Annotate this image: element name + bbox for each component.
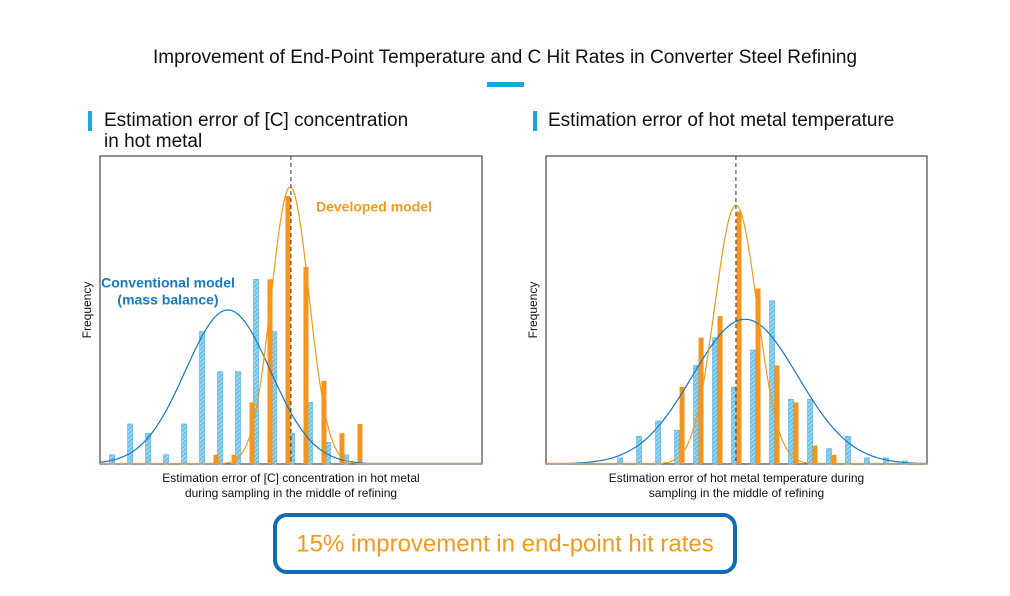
conventional-bar (253, 278, 259, 465)
series-label: Conventional model (101, 275, 235, 291)
conventional-bar (163, 454, 169, 465)
conventional-bar (235, 371, 241, 465)
developed-bar (249, 402, 255, 464)
conventional-bar (750, 349, 756, 465)
developed-bar (812, 445, 818, 464)
developed-bar (774, 365, 780, 464)
callout-box (273, 513, 737, 574)
title: Improvement of End-Point Temperature and… (153, 47, 857, 68)
x-axis-label: during sampling in the middle of refinin… (185, 486, 397, 500)
subtitle: Estimation error of [C] concentration (104, 110, 408, 131)
developed-bar (303, 266, 309, 464)
fit-curve (546, 204, 927, 465)
developed-bar (698, 337, 704, 464)
conventional-bar (127, 423, 133, 465)
developed-bar (793, 402, 799, 464)
y-axis-label: Frequency (80, 282, 94, 339)
subtitle: in hot metal (104, 131, 202, 152)
x-axis-label: sampling in the middle of refining (649, 486, 824, 500)
developed-bar (679, 387, 685, 464)
conventional-bar (181, 423, 187, 465)
subtitle-marker (533, 111, 537, 131)
subtitle-marker (88, 111, 92, 131)
series-label: Developed model (316, 199, 432, 215)
developed-bar (755, 288, 761, 464)
conventional-bar (826, 448, 832, 465)
conventional-bar (217, 371, 223, 465)
developed-bar (357, 423, 363, 464)
callout: 15% improvement in end-point hit rates (296, 530, 714, 557)
x-axis-label: Estimation error of hot metal temperatur… (609, 471, 864, 485)
developed-bar (321, 380, 327, 464)
subtitle: Estimation error of hot metal temperatur… (548, 110, 894, 131)
series-label: (mass balance) (117, 292, 218, 308)
conventional-bar (712, 337, 718, 465)
conventional-bar (199, 331, 205, 465)
conventional-bar (807, 399, 813, 465)
title-underline (487, 82, 524, 87)
conventional-bar (769, 300, 775, 465)
x-axis-label: Estimation error of [C] concentration in… (162, 471, 419, 485)
fit-curve (546, 318, 927, 465)
developed-bar (736, 211, 742, 464)
developed-bar (231, 454, 237, 464)
y-axis-label: Frequency (526, 282, 540, 339)
developed-bar (285, 196, 291, 465)
conventional-bar (693, 365, 699, 465)
developed-bar (717, 316, 723, 464)
developed-bar (213, 454, 219, 464)
conventional-bar (636, 436, 642, 465)
developed-bar (339, 433, 345, 464)
developed-bar (267, 279, 273, 464)
developed-bar (831, 454, 837, 464)
